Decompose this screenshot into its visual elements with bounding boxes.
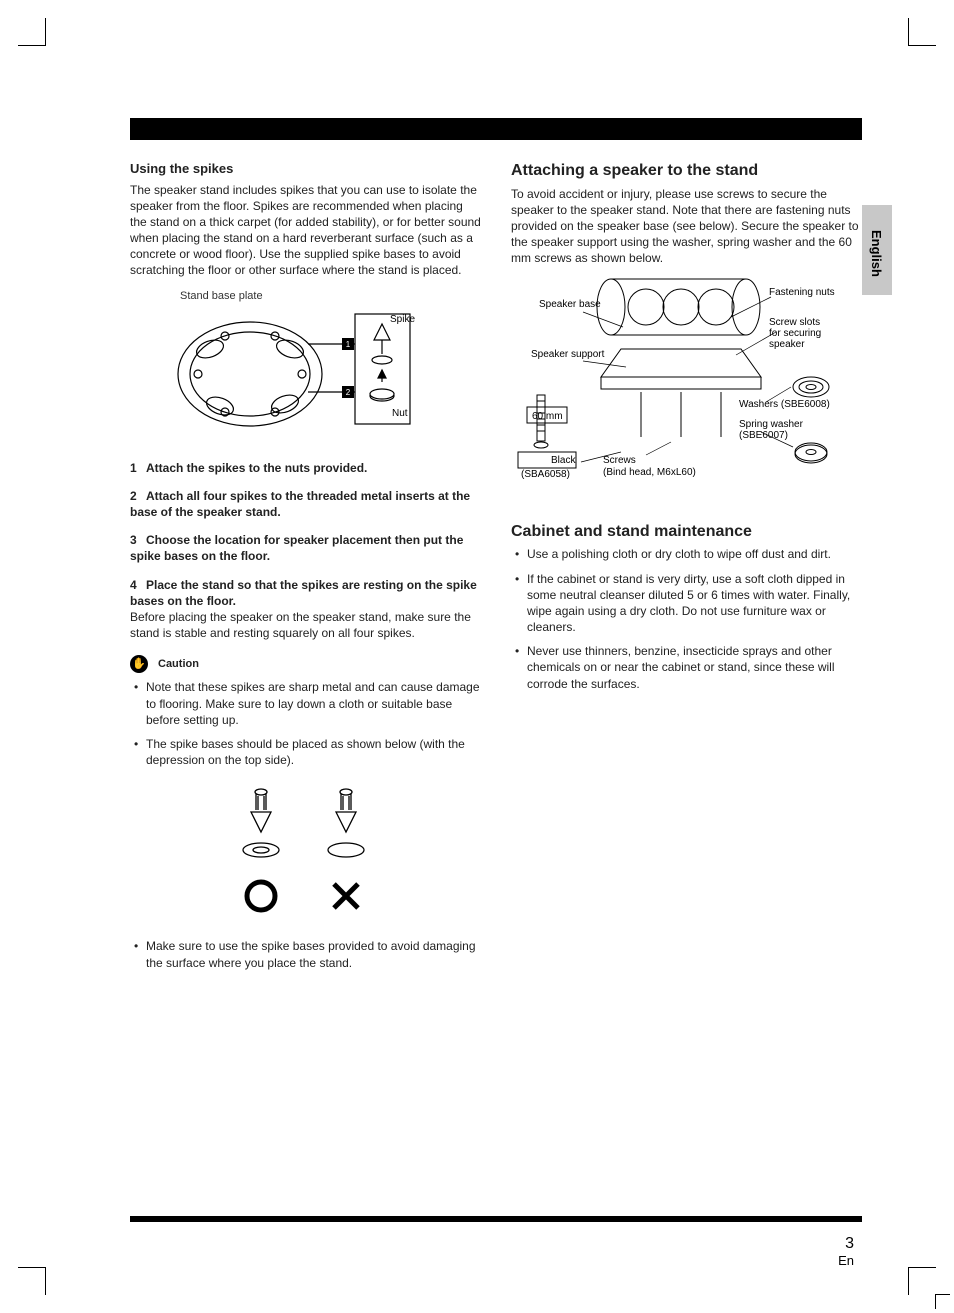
label-partno: (SBA6058) <box>521 469 570 480</box>
right-column: Attaching a speaker to the stand To avoi… <box>511 160 862 979</box>
label-speaker-support: Speaker support <box>531 349 605 360</box>
caption-base-plate: Stand base plate <box>180 289 481 304</box>
step-1: 1Attach the spikes to the nuts provided. <box>130 460 481 476</box>
maintenance-list: Use a polishing cloth or dry cloth to wi… <box>511 546 862 692</box>
diagram-base-plate: 1 2 Spike Nut <box>160 304 420 444</box>
page-lang-code: En <box>838 1253 854 1268</box>
left-column: Using the spikes The speaker stand inclu… <box>130 160 481 979</box>
page-number-block: 3 En <box>838 1235 854 1268</box>
caution-item-2: The spike bases should be placed as show… <box>146 736 481 768</box>
crop-mark-br <box>908 1267 936 1295</box>
header-bar <box>130 118 862 140</box>
crop-mark-tl <box>18 18 46 46</box>
heading-attaching: Attaching a speaker to the stand <box>511 160 862 182</box>
caution-list-2: Make sure to use the spike bases provide… <box>130 938 481 970</box>
label-screws: Screws <box>603 455 636 466</box>
maint-item-1: Use a polishing cloth or dry cloth to wi… <box>527 546 862 562</box>
caution-list-1: Note that these spikes are sharp metal a… <box>130 679 481 768</box>
caution-item-1: Note that these spikes are sharp metal a… <box>146 679 481 728</box>
step-2: 2Attach all four spikes to the threaded … <box>130 488 481 520</box>
label-black: Black <box>551 455 576 466</box>
maint-item-2: If the cabinet or stand is very dirty, u… <box>527 571 862 636</box>
label-fastening-nuts: Fastening nuts <box>769 287 835 298</box>
page-number: 3 <box>838 1235 854 1253</box>
label-screw-slots: Screw slots for securing speaker <box>769 317 824 350</box>
svg-text:1: 1 <box>346 340 351 349</box>
crop-mark-bl <box>18 1267 46 1295</box>
label-nut: Nut <box>392 408 408 419</box>
heading-using-spikes: Using the spikes <box>130 160 481 178</box>
footer-bar <box>130 1216 862 1222</box>
label-spike: Spike <box>390 314 415 325</box>
label-speaker-base: Speaker base <box>539 299 601 310</box>
caution-item-3: Make sure to use the spike bases provide… <box>146 938 481 970</box>
step-4-after: Before placing the speaker on the speake… <box>130 609 481 641</box>
caution-icon: ✋ <box>130 655 148 673</box>
figure-spike-orientation <box>206 778 406 928</box>
intro-using-spikes: The speaker stand includes spikes that y… <box>130 182 481 279</box>
label-60mm: 60 mm <box>532 411 563 422</box>
heading-maintenance: Cabinet and stand maintenance <box>511 521 862 543</box>
crop-mark-tr <box>908 18 936 46</box>
figure-base-plate: Stand base plate <box>160 289 481 448</box>
step-4: 4Place the stand so that the spikes are … <box>130 577 481 609</box>
label-spring-washer: Spring washer (SBE6007) <box>739 419 806 441</box>
label-washers: Washers (SBE6008) <box>739 399 830 410</box>
language-tab-label: English <box>869 230 884 277</box>
svg-text:2: 2 <box>346 388 351 397</box>
intro-attaching: To avoid accident or injury, please use … <box>511 186 862 267</box>
figure-attaching: Speaker base Speaker support Fastening n… <box>511 277 862 501</box>
page-content: Using the spikes The speaker stand inclu… <box>130 160 862 979</box>
label-screw-spec: (Bind head, M6xL60) <box>603 467 696 478</box>
incorrect-icon <box>334 884 358 908</box>
caution-label: Caution <box>158 657 199 672</box>
maint-item-3: Never use thinners, benzine, insecticide… <box>527 643 862 692</box>
step-3: 3Choose the location for speaker placeme… <box>130 532 481 564</box>
correct-icon <box>247 882 275 910</box>
